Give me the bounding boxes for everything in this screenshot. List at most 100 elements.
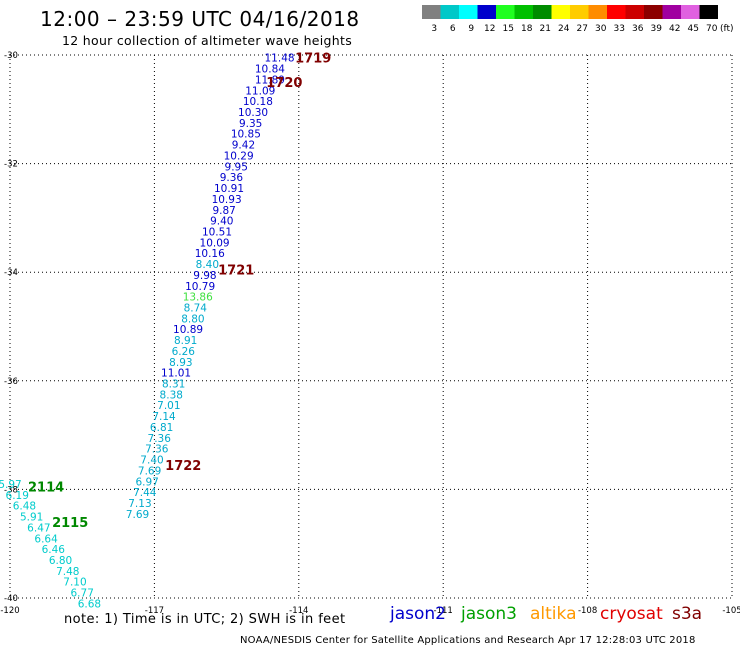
time-label: 1722 (165, 459, 201, 474)
wave-height-point: 9.42 (232, 140, 255, 152)
wave-height-point: 5.97 (0, 479, 22, 491)
time-label: 1721 (218, 263, 254, 278)
wave-height-point: 10.91 (214, 183, 244, 195)
wave-height-point: 6.68 (78, 598, 101, 610)
wave-height-point: 10.79 (185, 281, 215, 293)
scale-label: 27 (577, 24, 588, 34)
time-label: 1719 (295, 52, 331, 67)
scale-label: 39 (651, 24, 663, 34)
satellite-legend-s3a: s3a (672, 604, 703, 624)
wave-height-point: 11.09 (245, 85, 275, 97)
lat-lon-grid (9, 54, 733, 599)
wave-height-point: 7.44 (133, 487, 157, 499)
wave-height-point: 6.47 (27, 522, 50, 534)
scale-unit: (ft) (720, 24, 734, 34)
scale-swatch (440, 5, 459, 19)
wave-height-point: 9.40 (210, 216, 233, 228)
wave-height-point: 11.89 (255, 74, 285, 86)
axis-tick-labels: -30 -32 -34 -36 -38 -40 -120 -117 -114 -111 -108 -1… (0, 51, 740, 616)
wave-height-point: 9.36 (220, 172, 244, 184)
x-tick-label: -120 (0, 606, 19, 616)
wave-height-point: 10.16 (195, 248, 225, 260)
wave-height-point: 9.98 (193, 270, 216, 282)
satellite-legend-jason2: jason2 (390, 604, 446, 624)
scale-label: 30 (595, 24, 607, 34)
scale-swatch (681, 5, 700, 19)
x-tick-label: -105 (722, 606, 740, 616)
wave-height-point: 6.80 (49, 555, 72, 567)
scale-label: 45 (688, 24, 699, 34)
satellite-legend-altika: altika (530, 604, 577, 624)
x-tick-label: -117 (145, 606, 164, 616)
y-tick-label: -32 (4, 160, 18, 170)
wave-height-point: 8.40 (196, 259, 219, 271)
wave-height-point: 10.18 (243, 96, 273, 108)
wave-height-point: 10.85 (231, 129, 261, 141)
scale-swatch (477, 5, 496, 19)
scale-label: 70 (706, 24, 718, 34)
satellite-legend-jason3: jason3 (461, 604, 517, 624)
scale-label: 33 (614, 24, 625, 34)
x-tick-label: -111 (434, 606, 453, 616)
scale-swatch (644, 5, 663, 19)
time-label: 1720 (266, 76, 302, 91)
y-tick-label: -40 (4, 594, 18, 604)
scale-label: 6 (450, 24, 456, 34)
wave-height-point: 7.40 (140, 455, 163, 467)
scale-label: 21 (540, 24, 551, 34)
scale-swatch (459, 5, 478, 19)
wave-height-point: 11.01 (161, 368, 191, 380)
wave-height-point: 10.89 (173, 324, 203, 336)
wave-height-point: 7.01 (157, 400, 180, 412)
wave-height-point: 10.09 (200, 237, 230, 249)
wave-height-point: 7.36 (145, 444, 169, 456)
scale-swatch (514, 5, 533, 19)
time-labels: 1719 1720 1721 1722 2114 2115 (28, 52, 331, 531)
wave-height-point: 9.35 (239, 118, 262, 130)
scale-swatch (607, 5, 626, 19)
wave-height-point: 6.46 (42, 544, 66, 556)
scale-label: 15 (503, 24, 514, 34)
footer-note: note: 1) Time is in UTC; 2) SWH is in fe… (64, 612, 346, 627)
chart-title: 12:00 – 23:59 UTC 04/16/2018 (40, 7, 360, 31)
scale-label: 9 (468, 24, 474, 34)
wave-height-point: 11.48 (265, 53, 295, 65)
scale-swatch (551, 5, 570, 19)
wave-height-point: 7.69 (138, 465, 161, 477)
x-tick-label: -114 (289, 606, 308, 616)
scale-label: 12 (484, 24, 495, 34)
y-tick-label: -34 (4, 268, 18, 278)
wave-height-point: 6.19 (6, 490, 29, 502)
scale-swatch (533, 5, 552, 19)
wave-height-point: 7.36 (148, 433, 172, 445)
wave-height-point: 6.26 (172, 346, 196, 358)
wave-height-point: 6.48 (13, 501, 36, 513)
y-tick-label: -38 (4, 485, 18, 495)
chart-subtitle: 12 hour collection of altimeter wave hei… (62, 33, 353, 48)
wave-height-point: 9.87 (212, 205, 235, 217)
y-tick-label: -36 (4, 377, 18, 387)
wave-height-point: 8.38 (160, 389, 183, 401)
wave-height-point: 7.13 (128, 498, 151, 510)
wave-height-point: 6.64 (34, 533, 58, 545)
wave-height-point: 6.81 (150, 422, 173, 434)
wave-height-point: 8.31 (162, 379, 185, 391)
wave-height-point: 10.93 (212, 194, 242, 206)
scale-swatch (625, 5, 644, 19)
wave-height-point: 10.29 (224, 150, 254, 162)
scale-swatch (570, 5, 589, 19)
scale-swatch (422, 5, 441, 19)
time-label: 2114 (28, 481, 64, 496)
scale-swatch (662, 5, 681, 19)
wave-height-point: 6.97 (135, 476, 158, 488)
wave-height-point: 10.30 (238, 107, 268, 119)
wave-height-point: 7.14 (152, 411, 176, 423)
x-tick-label: -108 (578, 606, 597, 616)
y-tick-label: -30 (4, 51, 18, 61)
scale-swatch (588, 5, 607, 19)
wave-height-point: 7.69 (126, 509, 149, 521)
wave-height-points: 11.4810.8411.8911.0910.1810.309.3510.859… (0, 53, 295, 611)
color-scale-legend: 3 6 9 12 15 18 21 24 27 30 33 36 39 42 45 70 (ft) (422, 5, 734, 34)
wave-height-point: 10.51 (202, 226, 232, 238)
